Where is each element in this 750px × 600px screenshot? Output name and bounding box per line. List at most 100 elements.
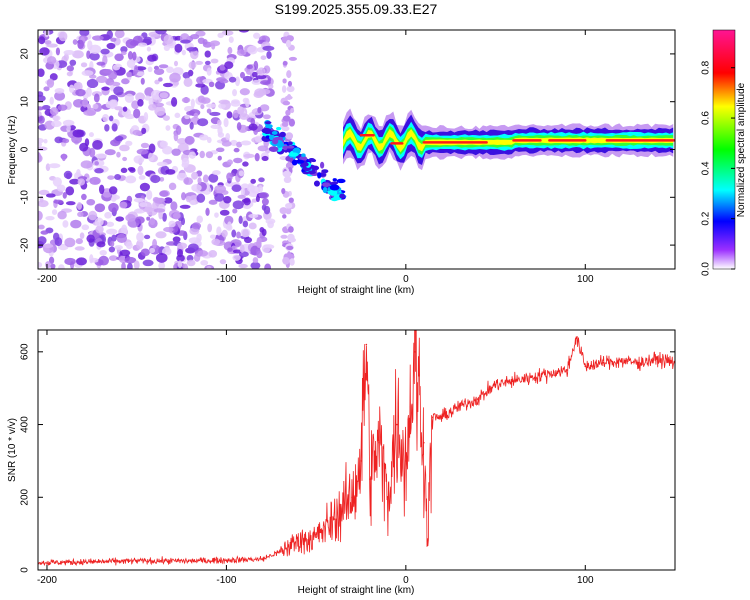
noise-blob — [75, 238, 83, 245]
snr-point — [620, 360, 622, 362]
noise-blob — [282, 214, 287, 219]
noise-blob — [156, 161, 168, 167]
noise-blob — [87, 40, 93, 51]
noise-blob — [76, 257, 87, 266]
noise-blob — [165, 169, 176, 175]
snr-y-tick-label: 0 — [20, 567, 31, 573]
spectrogram-marks — [38, 30, 675, 269]
noise-blob — [61, 153, 66, 162]
noise-blob — [236, 231, 241, 239]
noise-blob — [286, 251, 292, 259]
noise-blob — [141, 127, 147, 135]
snr-point — [189, 560, 192, 562]
noise-blob — [268, 84, 274, 89]
arc-blob — [330, 197, 339, 202]
snr-marks — [38, 330, 675, 567]
snr-point — [584, 365, 587, 368]
noise-blob — [227, 46, 233, 55]
snr-point — [476, 398, 479, 400]
noise-blob — [115, 135, 124, 142]
noise-blob — [236, 49, 247, 56]
noise-blob — [282, 256, 290, 265]
noise-blob — [200, 97, 211, 104]
noise-blob — [77, 211, 84, 217]
noise-blob — [239, 113, 250, 120]
colorbar-tick-label: 0.2 — [701, 211, 712, 225]
noise-blob — [124, 93, 134, 103]
snr-point — [494, 383, 497, 386]
noise-blob — [95, 225, 104, 234]
noise-blob — [158, 261, 166, 269]
noise-blob — [62, 119, 75, 127]
arc-blob — [272, 138, 279, 145]
noise-blob — [252, 32, 261, 39]
noise-blob — [286, 245, 294, 250]
noise-blob — [174, 112, 181, 118]
noise-blob — [146, 216, 151, 221]
noise-blob — [232, 208, 238, 214]
spectrogram-x-tick-label: -200 — [37, 274, 57, 285]
arc-blob — [276, 126, 282, 131]
arc-blob — [287, 141, 293, 146]
noise-blob — [38, 110, 42, 117]
noise-blob — [193, 112, 199, 119]
noise-blob — [133, 64, 139, 75]
colorbar-tick-label: 0.6 — [701, 111, 712, 125]
snr-series-line — [38, 330, 675, 567]
noise-blob — [136, 71, 145, 77]
noise-blob — [94, 168, 104, 174]
noise-blob — [49, 96, 54, 105]
noise-blob — [242, 75, 253, 82]
noise-blob — [248, 123, 258, 131]
noise-blob — [89, 254, 94, 264]
noise-blob — [205, 207, 210, 217]
noise-blob — [243, 204, 252, 210]
noise-blob — [189, 121, 194, 130]
snr-point — [279, 551, 282, 553]
noise-blob — [148, 152, 155, 162]
noise-blob — [80, 160, 93, 169]
arc-blob — [271, 130, 278, 135]
noise-blob — [121, 224, 128, 235]
noise-blob — [125, 241, 133, 250]
noise-blob — [228, 36, 234, 43]
noise-blob — [184, 114, 191, 120]
noise-blob — [196, 233, 202, 242]
snr-point — [396, 423, 398, 426]
colorbar-tick-label: 0.8 — [701, 60, 712, 74]
noise-blob — [259, 104, 270, 112]
snr-point — [369, 478, 371, 480]
noise-blob — [69, 178, 80, 185]
spectrogram-x-tick-label: -100 — [216, 274, 236, 285]
noise-blob — [257, 185, 263, 193]
noise-blob — [49, 73, 58, 81]
noise-blob — [52, 177, 62, 187]
noise-blob — [106, 228, 118, 235]
noise-blob — [162, 212, 167, 222]
noise-blob — [216, 226, 222, 236]
noise-blob — [73, 98, 85, 108]
colorbar-ticks: 0.0 0.2 0.4 0.6 0.8 — [701, 60, 735, 276]
arc-blob — [308, 158, 316, 162]
noise-blob — [114, 106, 123, 111]
snr-point — [378, 441, 380, 444]
noise-blob — [68, 84, 75, 94]
noise-blob — [93, 93, 100, 103]
noise-blob — [257, 67, 266, 76]
noise-blob — [191, 184, 202, 192]
noise-blob — [101, 86, 110, 91]
noise-blob — [125, 175, 137, 184]
noise-blob — [260, 80, 271, 86]
noise-blob — [219, 259, 227, 265]
arc-blob — [322, 187, 328, 194]
noise-blob — [62, 192, 67, 199]
noise-blob — [258, 88, 271, 95]
noise-blob — [153, 102, 164, 108]
noise-blob — [282, 78, 287, 84]
arc-blob — [268, 146, 279, 153]
noise-blob — [144, 95, 151, 101]
noise-blob — [125, 140, 133, 147]
noise-blob — [288, 56, 298, 61]
noise-blob — [154, 106, 166, 117]
noise-blob — [121, 78, 130, 85]
